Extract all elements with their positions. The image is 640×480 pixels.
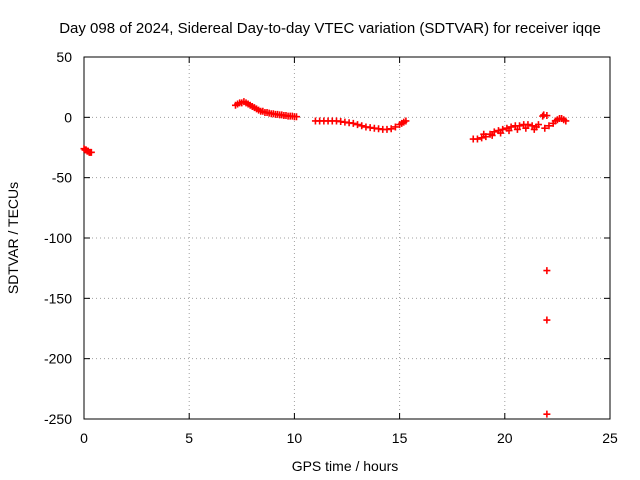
data-point — [490, 128, 498, 136]
data-point — [562, 117, 570, 125]
x-tick-label: 20 — [497, 430, 513, 446]
data-point — [524, 121, 532, 129]
data-point — [354, 121, 362, 129]
data-point — [543, 267, 551, 275]
chart-title: Day 098 of 2024, Sidereal Day-to-day VTE… — [59, 20, 601, 37]
data-point — [522, 124, 530, 132]
data-points — [80, 98, 570, 418]
x-tick-label: 10 — [287, 430, 303, 446]
data-point — [488, 131, 496, 139]
data-point — [505, 127, 513, 135]
grid — [84, 57, 610, 419]
data-point — [545, 122, 553, 130]
data-point — [402, 117, 410, 125]
data-point — [349, 119, 357, 127]
data-point — [543, 410, 551, 418]
data-point — [358, 122, 366, 130]
y-tick-label: -200 — [44, 351, 72, 367]
data-point — [499, 125, 507, 133]
y-tick-label: 0 — [64, 109, 72, 125]
x-tick-label: 5 — [185, 430, 193, 446]
y-tick-label: -50 — [52, 170, 72, 186]
data-point — [530, 125, 538, 133]
x-tick-label: 25 — [602, 430, 618, 446]
data-point — [478, 134, 486, 142]
data-point — [293, 113, 301, 121]
data-point — [513, 125, 521, 133]
data-point — [543, 316, 551, 324]
y-tick-label: -150 — [44, 290, 72, 306]
data-point — [543, 112, 551, 120]
x-axis-label: GPS time / hours — [292, 458, 399, 474]
y-axis-label: SDTVAR / TECUs — [5, 182, 21, 294]
data-point — [497, 129, 505, 137]
data-point — [516, 122, 524, 130]
plot-area-border — [83, 56, 611, 420]
x-tick-label: 0 — [80, 430, 88, 446]
data-point — [507, 123, 515, 131]
data-point — [391, 123, 399, 131]
data-point — [473, 135, 481, 143]
x-tick-label: 15 — [392, 430, 408, 446]
y-tick-label: -100 — [44, 230, 72, 246]
data-point — [541, 124, 549, 132]
data-point — [534, 121, 542, 129]
y-tick-label: -250 — [44, 411, 72, 427]
y-tick-label: 50 — [56, 49, 72, 65]
data-point — [387, 125, 395, 133]
data-point — [87, 148, 95, 156]
data-point — [480, 130, 488, 138]
axis-ticks: 0 5 10 15 20 25 50 0 -50 -100 -150 -200 -250 — [44, 49, 618, 446]
data-point — [528, 122, 536, 130]
